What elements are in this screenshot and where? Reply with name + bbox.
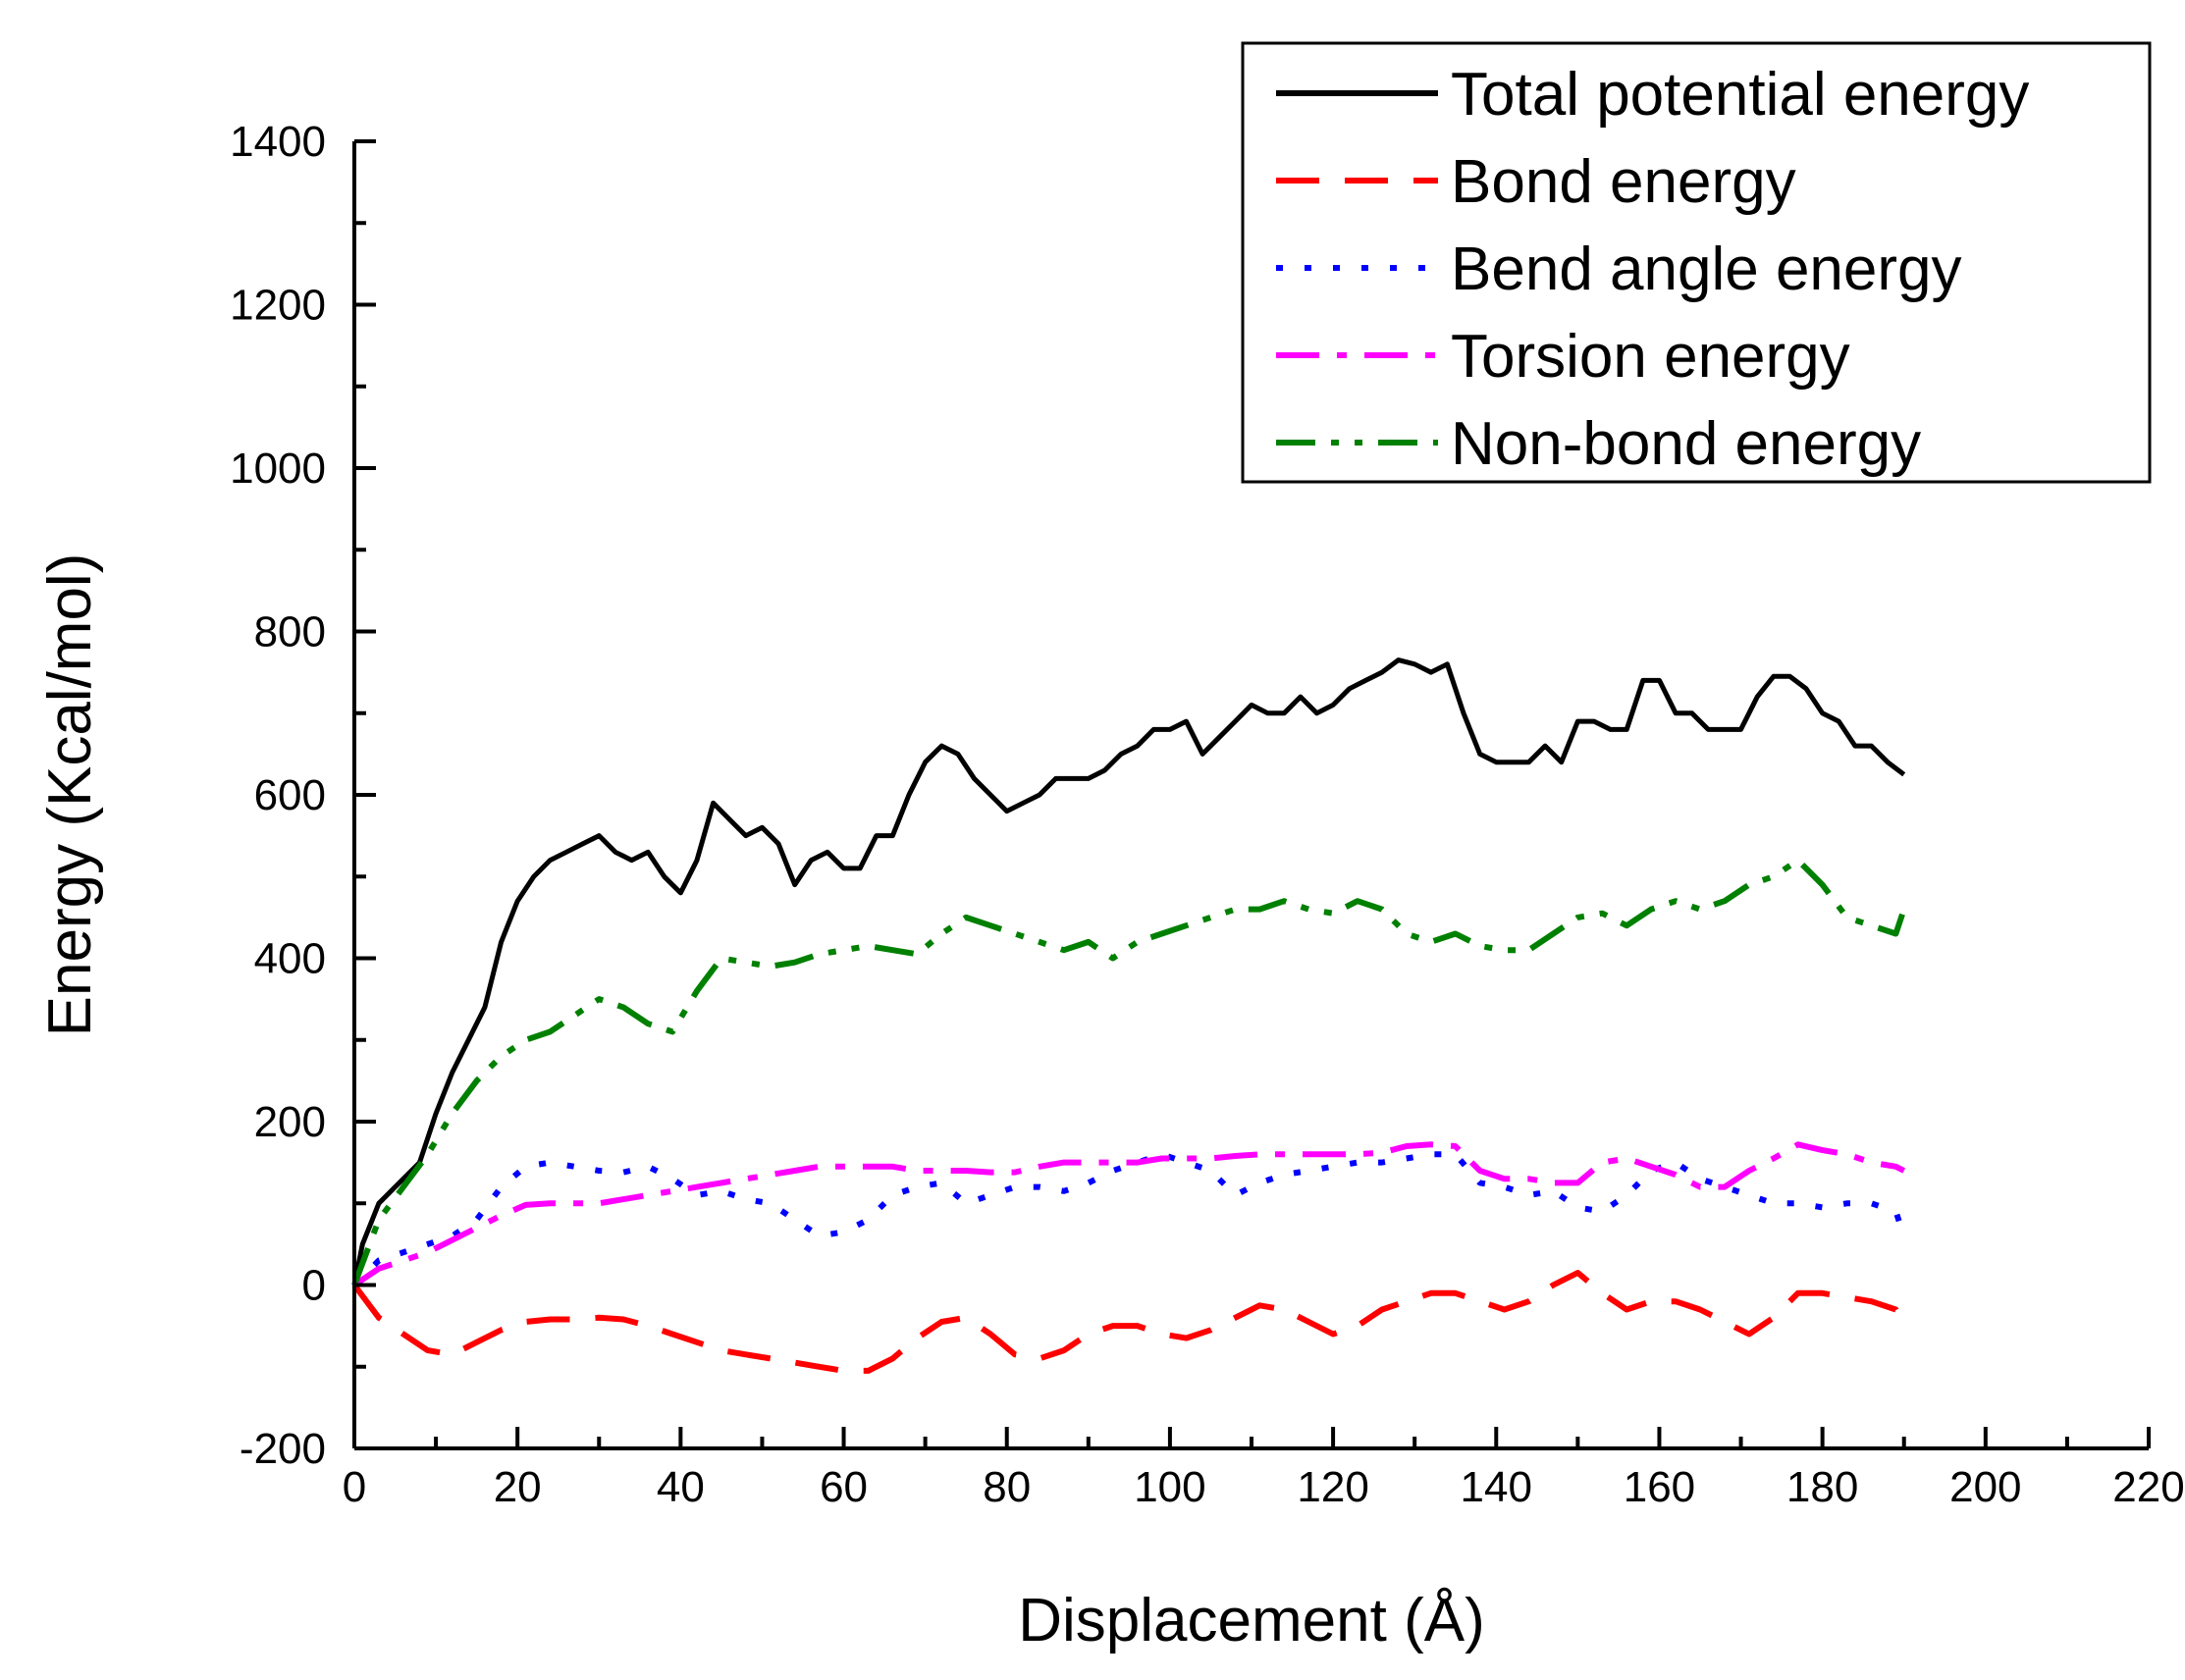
y-tick-label: 1400 (230, 118, 326, 166)
y-tick-label: 0 (302, 1262, 326, 1310)
x-tick-label: 200 (1949, 1463, 2021, 1511)
series-line-total-potential-energy (351, 657, 1906, 1286)
legend-label: Bond energy (1451, 148, 1796, 216)
series-line-bond-energy (351, 1270, 1907, 1374)
x-tick-label: 120 (1297, 1463, 1368, 1511)
x-tick-label: 20 (494, 1463, 542, 1511)
series-line-non-bond-energy (351, 857, 1907, 1286)
y-tick-label: 600 (254, 771, 326, 819)
legend-box (1241, 41, 2152, 484)
x-tick-label: 80 (983, 1463, 1031, 1511)
y-tick-label: 1200 (230, 282, 326, 330)
x-tick-label: 40 (657, 1463, 705, 1511)
x-tick-label: 180 (1786, 1463, 1858, 1511)
x-tick-label: 160 (1624, 1463, 1695, 1511)
y-tick-label: -200 (240, 1425, 326, 1473)
series-line-torsion-energy (352, 1141, 1906, 1287)
plot-series (351, 657, 1907, 1374)
x-axis-title: Displacement (Å) (1018, 1587, 1484, 1654)
legend-label: Bend angle energy (1451, 236, 1962, 303)
legend-label: Non-bond energy (1451, 410, 1921, 478)
y-tick-label: 1000 (230, 445, 326, 493)
legend-label: Total potential energy (1451, 61, 2029, 129)
x-tick-label: 140 (1461, 1463, 1532, 1511)
x-tick-label: 0 (343, 1463, 366, 1511)
y-tick-label: 200 (254, 1098, 326, 1146)
y-axis-title: Energy (Kcal/mol) (36, 553, 104, 1037)
y-tick-label: 800 (254, 608, 326, 656)
y-tick-label: 400 (254, 935, 326, 983)
x-ticks: 0 20 40 60 80 100 120 140 160 180 200 220 (343, 1427, 2185, 1511)
y-ticks: -200 0 200 400 600 800 1000 1200 1400 (230, 118, 376, 1473)
x-tick-label: 60 (820, 1463, 868, 1511)
legend-label: Torsion energy (1451, 323, 1850, 391)
legend: Total potential energy Bond energy Bend an… (1241, 41, 2152, 484)
x-tick-label: 220 (2112, 1463, 2184, 1511)
x-tick-label: 100 (1134, 1463, 1205, 1511)
